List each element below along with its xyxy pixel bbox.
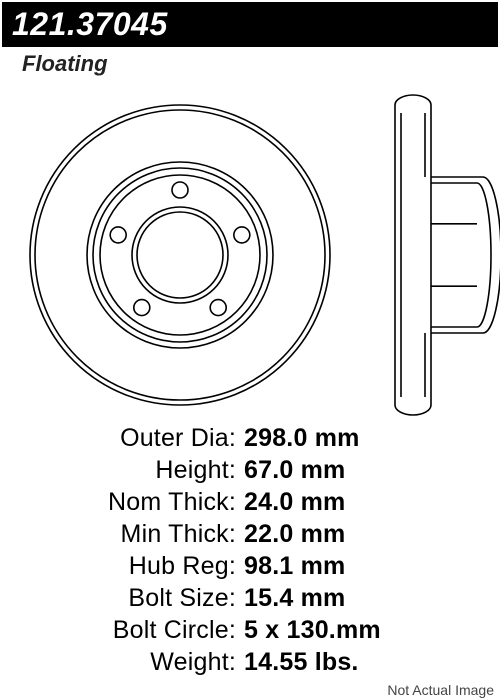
spec-label: Min Thick: — [0, 518, 244, 550]
spec-value: 22.0 mm — [244, 518, 345, 550]
spec-value: 298.0 mm — [244, 422, 360, 454]
spec-label: Bolt Size: — [0, 582, 244, 614]
spec-row: Weight:14.55 lbs. — [0, 646, 500, 678]
rotor-type-subtitle: Floating — [0, 49, 500, 77]
disclaimer-text: Not Actual Image — [387, 682, 494, 698]
spec-row: Outer Dia:298.0 mm — [0, 422, 500, 454]
spec-table: Outer Dia:298.0 mmHeight:67.0 mmNom Thic… — [0, 422, 500, 678]
part-number-text: 121.37045 — [12, 6, 168, 42]
spec-value: 67.0 mm — [244, 454, 345, 486]
rotor-type-text: Floating — [22, 51, 108, 76]
spec-row: Nom Thick:24.0 mm — [0, 486, 500, 518]
spec-row: Bolt Size:15.4 mm — [0, 582, 500, 614]
spec-label: Nom Thick: — [0, 486, 244, 518]
spec-value: 98.1 mm — [244, 550, 345, 582]
spec-label: Outer Dia: — [0, 422, 244, 454]
spec-label: Weight: — [0, 646, 244, 678]
spec-row: Bolt Circle:5 x 130.mm — [0, 614, 500, 646]
spec-value: 15.4 mm — [244, 582, 345, 614]
spec-row: Hub Reg:98.1 mm — [0, 550, 500, 582]
rotor-diagram — [0, 85, 500, 395]
spec-value: 5 x 130.mm — [244, 614, 381, 646]
rotor-diagram-svg — [0, 85, 500, 425]
spec-row: Min Thick:22.0 mm — [0, 518, 500, 550]
spec-label: Bolt Circle: — [0, 614, 244, 646]
spec-label: Height: — [0, 454, 244, 486]
spec-row: Height:67.0 mm — [0, 454, 500, 486]
spec-value: 14.55 lbs. — [244, 646, 359, 678]
spec-value: 24.0 mm — [244, 486, 345, 518]
part-number-header: 121.37045 — [2, 2, 498, 47]
spec-label: Hub Reg: — [0, 550, 244, 582]
